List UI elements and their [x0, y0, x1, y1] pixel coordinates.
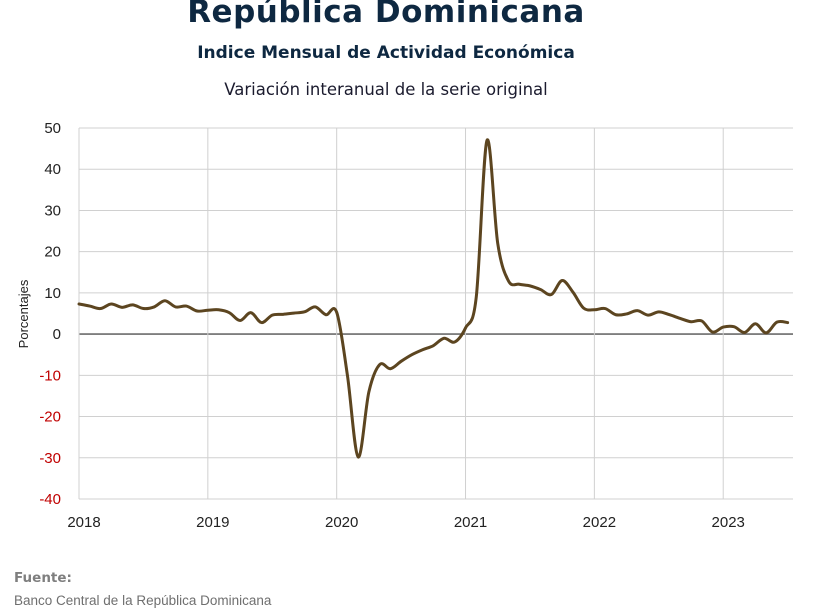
y-tick-label: 40 [44, 161, 61, 178]
y-tick-label: -30 [39, 450, 61, 467]
y-tick-label: 20 [44, 244, 61, 261]
y-axis-label: Porcentajes [16, 279, 31, 348]
x-tick-label: 2021 [454, 514, 487, 531]
chart-subtitle-secondary: Variación interanual de la serie origina… [224, 80, 548, 99]
series-group [77, 138, 790, 459]
y-tick-label: 50 [44, 120, 61, 137]
y-tick-label: -10 [39, 367, 61, 384]
y-tick-label: -20 [39, 409, 61, 426]
x-axis-ticks: 2018 2019 2020 2021 2022 2023 [67, 514, 745, 531]
grid-lines [78, 127, 793, 500]
chart-subtitle: Indice Mensual de Actividad Económica [197, 43, 575, 63]
y-axis-ticks: 50 40 30 20 10 0 -10 -20 -30 -40 [39, 120, 61, 508]
x-tick-label: 2022 [583, 514, 616, 531]
x-tick-label: 2020 [325, 514, 358, 531]
source-text: Banco Central de la República Dominicana [14, 593, 272, 608]
series-line [77, 138, 790, 459]
x-tick-label: 2023 [712, 514, 745, 531]
x-tick-label: 2019 [196, 514, 229, 531]
y-tick-label: 10 [44, 285, 61, 302]
y-tick-label: 30 [44, 202, 61, 219]
x-tick-label: 2018 [67, 514, 100, 531]
y-tick-label: -40 [39, 491, 61, 508]
chart-title: República Dominicana [187, 0, 585, 30]
source-label: Fuente: [14, 570, 72, 586]
y-tick-label: 0 [53, 326, 61, 343]
